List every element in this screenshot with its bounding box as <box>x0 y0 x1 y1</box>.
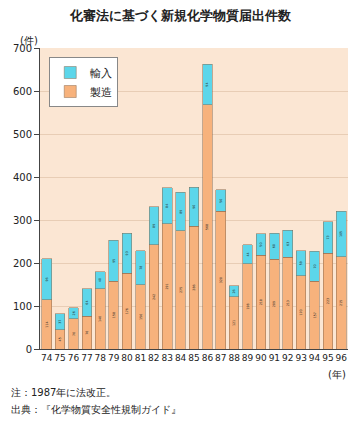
svg-text:96: 96 <box>45 277 49 281</box>
svg-text:600: 600 <box>13 86 32 97</box>
svg-text:出典：『化学物質安全性規制ガイド』: 出典：『化学物質安全性規制ガイド』 <box>11 404 181 415</box>
svg-text:157: 157 <box>313 312 317 318</box>
svg-text:95: 95 <box>322 353 333 363</box>
svg-text:74: 74 <box>41 353 53 363</box>
svg-text:76: 76 <box>68 353 80 363</box>
svg-text:82: 82 <box>148 353 159 363</box>
svg-text:176: 176 <box>125 308 129 314</box>
svg-text:105: 105 <box>339 231 343 237</box>
svg-text:89: 89 <box>242 353 254 363</box>
svg-text:568: 568 <box>205 224 209 230</box>
svg-text:85: 85 <box>188 353 199 363</box>
svg-text:79: 79 <box>108 353 120 363</box>
svg-text:400: 400 <box>13 172 32 183</box>
svg-text:198: 198 <box>246 303 250 309</box>
svg-text:45: 45 <box>58 337 62 341</box>
svg-text:92: 92 <box>282 353 293 363</box>
svg-text:76: 76 <box>85 331 89 335</box>
svg-text:215: 215 <box>339 300 343 306</box>
svg-text:150: 150 <box>139 314 143 320</box>
svg-text:91: 91 <box>269 353 280 363</box>
svg-text:78: 78 <box>95 353 107 363</box>
svg-text:158: 158 <box>112 312 116 318</box>
svg-text:87: 87 <box>215 353 226 363</box>
svg-text:75: 75 <box>54 353 65 363</box>
svg-text:37: 37 <box>58 320 62 324</box>
svg-text:26: 26 <box>232 289 236 293</box>
svg-text:84: 84 <box>165 204 169 208</box>
svg-text:121: 121 <box>232 320 236 326</box>
svg-text:63: 63 <box>286 242 290 246</box>
svg-text:44: 44 <box>246 252 250 256</box>
svg-text:83: 83 <box>161 353 172 363</box>
svg-text:70: 70 <box>72 332 76 336</box>
svg-text:84: 84 <box>175 353 187 363</box>
svg-text:200: 200 <box>13 258 32 269</box>
svg-text:50: 50 <box>259 242 263 246</box>
svg-text:218: 218 <box>259 299 263 305</box>
svg-text:96: 96 <box>336 353 348 363</box>
svg-text:86: 86 <box>202 353 214 363</box>
svg-text:700: 700 <box>13 43 32 54</box>
svg-text:(年): (年) <box>328 369 346 380</box>
svg-text:90: 90 <box>192 205 196 209</box>
svg-text:114: 114 <box>45 321 49 327</box>
svg-text:209: 209 <box>272 301 276 307</box>
svg-text:0: 0 <box>26 344 32 355</box>
svg-text:170: 170 <box>299 309 303 315</box>
svg-text:88: 88 <box>228 353 240 363</box>
svg-text:60: 60 <box>272 244 276 248</box>
svg-text:77: 77 <box>81 353 92 363</box>
svg-text:500: 500 <box>13 129 32 140</box>
svg-text:50: 50 <box>219 199 223 203</box>
svg-text:80: 80 <box>121 353 133 363</box>
svg-text:95: 95 <box>112 259 116 263</box>
svg-text:輸入: 輸入 <box>90 67 112 80</box>
svg-text:90: 90 <box>255 353 267 363</box>
svg-text:213: 213 <box>286 300 290 306</box>
svg-text:286: 286 <box>192 284 196 290</box>
svg-text:94: 94 <box>309 353 321 363</box>
svg-text:製造: 製造 <box>90 86 112 99</box>
svg-text:100: 100 <box>13 301 32 312</box>
svg-text:70: 70 <box>313 264 317 268</box>
svg-text:93: 93 <box>295 353 306 363</box>
svg-text:275: 275 <box>179 287 183 293</box>
svg-text:(件): (件) <box>20 35 38 46</box>
svg-text:291: 291 <box>165 283 169 289</box>
svg-text:81: 81 <box>135 353 146 363</box>
svg-text:59: 59 <box>299 261 303 265</box>
svg-text:300: 300 <box>13 215 32 226</box>
svg-text:64: 64 <box>85 301 89 305</box>
svg-text:223: 223 <box>326 298 330 304</box>
svg-text:89: 89 <box>152 224 156 228</box>
svg-text:78: 78 <box>139 266 143 270</box>
svg-text:73: 73 <box>326 235 330 239</box>
svg-text:93: 93 <box>125 251 129 255</box>
svg-text:40: 40 <box>98 278 102 282</box>
svg-text:26: 26 <box>72 311 76 315</box>
svg-text:注：1987年に法改正。: 注：1987年に法改正。 <box>11 387 116 398</box>
svg-text:320: 320 <box>219 277 223 283</box>
svg-text:140: 140 <box>98 316 102 322</box>
svg-text:94: 94 <box>205 83 209 87</box>
svg-text:89: 89 <box>179 210 183 214</box>
svg-text:242: 242 <box>152 294 156 300</box>
svg-text:化審法に基づく新規化学物質届出件数: 化審法に基づく新規化学物質届出件数 <box>69 8 292 23</box>
